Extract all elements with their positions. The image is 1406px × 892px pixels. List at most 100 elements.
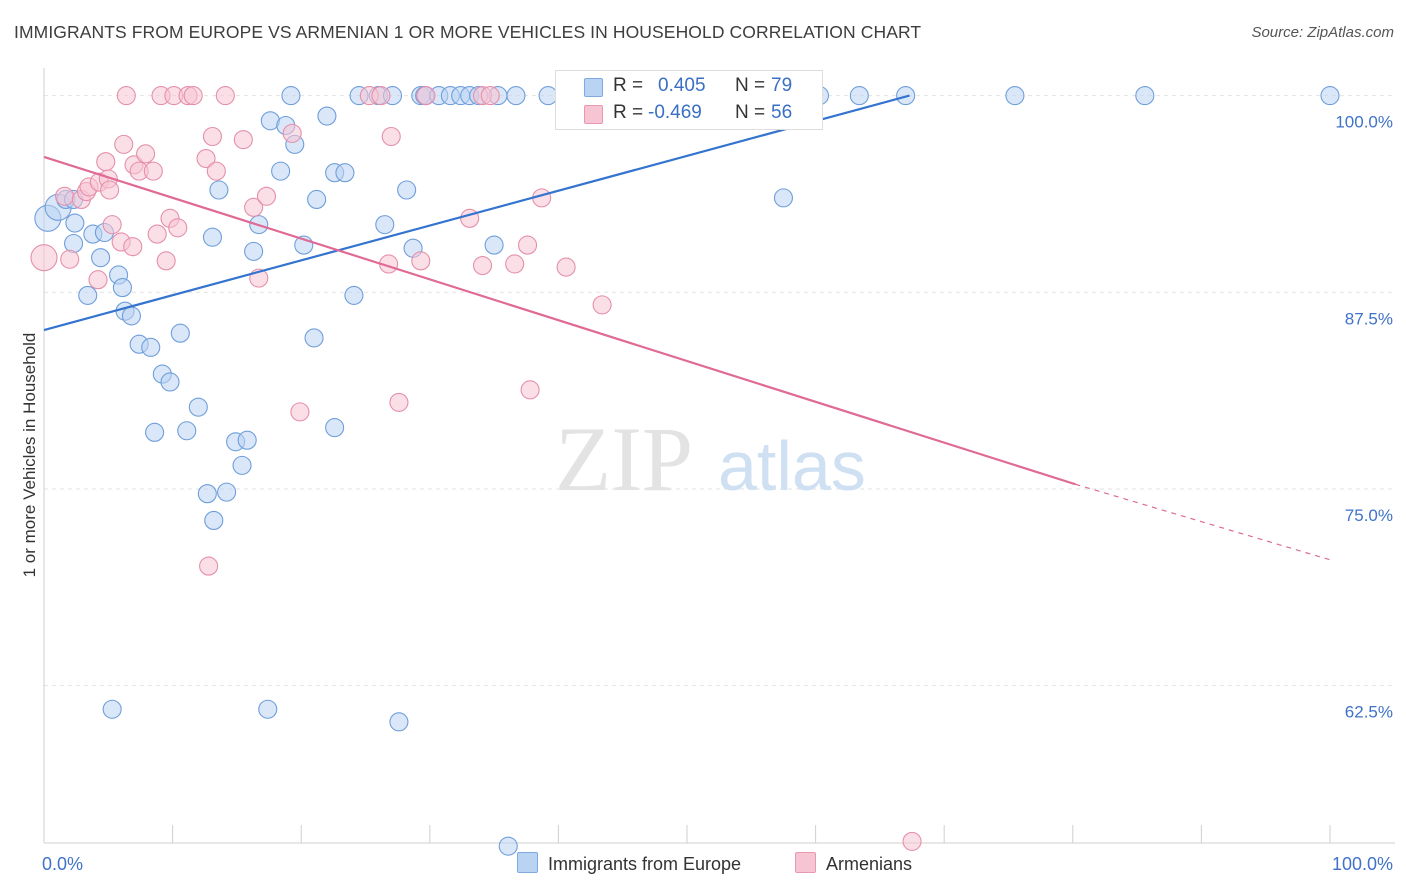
y-tick-label: 62.5%	[1345, 703, 1393, 722]
point-armenians	[196, 148, 216, 169]
point-armenians	[156, 251, 176, 271]
point-europe	[91, 248, 111, 268]
point-armenians	[389, 392, 409, 412]
point-europe	[397, 180, 417, 200]
point-armenians	[206, 161, 226, 181]
legend-item-europe[interactable]: Immigrants from Europe	[517, 852, 741, 876]
point-europe	[271, 161, 291, 181]
legend-swatch	[517, 852, 538, 873]
trend-line-armenians	[43, 155, 1076, 486]
point-europe	[160, 372, 180, 392]
point-armenians	[371, 86, 391, 106]
legend-item-armenians[interactable]: Armenians	[795, 852, 912, 876]
point-armenians	[183, 86, 203, 106]
source-label: Source: ZipAtlas.com	[1251, 24, 1394, 41]
point-europe	[121, 306, 141, 326]
point-europe	[849, 86, 869, 106]
point-armenians	[60, 249, 80, 269]
point-europe	[170, 323, 190, 343]
point-armenians	[100, 180, 120, 200]
point-europe	[112, 278, 132, 298]
point-europe	[217, 482, 237, 502]
point-armenians	[168, 218, 188, 238]
point-europe	[1135, 86, 1155, 106]
n-value: 56	[771, 102, 793, 123]
watermark-atlas: atlas	[718, 427, 866, 505]
point-armenians	[520, 380, 540, 400]
point-europe	[65, 213, 85, 233]
r-value: 0.405	[658, 75, 706, 96]
point-armenians	[556, 257, 576, 277]
r-label: R =	[613, 102, 644, 123]
tick-labels: 62.5% 75.0% 87.5% 100.0% 0.0% 100.0%	[42, 113, 1393, 874]
point-europe	[344, 285, 364, 305]
n-label: N =	[735, 75, 766, 96]
r-value: -0.469	[648, 102, 702, 123]
x-tick-label-min: 0.0%	[42, 854, 83, 874]
stats-legend: R = 0.405 N = 79 R = -0.469 N = 56	[555, 70, 823, 130]
chart-title: IMMIGRANTS FROM EUROPE VS ARMENIAN 1 OR …	[14, 22, 922, 42]
point-armenians	[233, 130, 253, 150]
gridlines	[44, 95, 1395, 687]
point-armenians	[55, 186, 75, 206]
y-tick-label: 75.0%	[1345, 506, 1393, 525]
point-armenians	[411, 251, 431, 271]
axes	[43, 68, 1395, 844]
point-europe	[1320, 86, 1340, 106]
point-europe	[237, 430, 257, 450]
point-armenians	[480, 86, 500, 106]
point-europe	[317, 106, 337, 126]
n-value: 79	[771, 75, 793, 96]
point-armenians	[290, 402, 310, 422]
y-tick-label: 87.5%	[1345, 309, 1393, 328]
point-armenians	[96, 152, 116, 172]
point-armenians	[102, 215, 122, 235]
point-armenians	[123, 237, 143, 257]
point-armenians	[505, 254, 525, 274]
watermark-zip: ZIP	[555, 408, 693, 510]
legend-label: Immigrants from Europe	[548, 854, 742, 874]
point-armenians	[244, 197, 264, 217]
point-europe	[335, 163, 355, 183]
point-europe	[188, 397, 208, 417]
point-armenians	[88, 270, 108, 290]
y-tick-label: 100.0%	[1335, 113, 1393, 132]
x-tick-label-max: 100.0%	[1332, 854, 1393, 874]
point-armenians	[381, 126, 401, 147]
point-europe	[389, 712, 409, 732]
point-europe	[197, 484, 217, 504]
point-armenians	[143, 161, 163, 181]
point-armenians	[282, 123, 302, 143]
point-europe	[281, 86, 301, 106]
point-armenians	[256, 186, 277, 206]
point-europe	[484, 235, 504, 255]
point-armenians	[517, 235, 538, 255]
point-europe	[325, 418, 345, 438]
point-europe	[232, 455, 252, 475]
point-armenians	[416, 86, 436, 106]
stats-row-armenians: R = -0.469 N = 56	[556, 101, 822, 127]
point-europe	[375, 215, 395, 235]
point-europe	[304, 328, 324, 348]
legend-swatch-europe	[584, 78, 603, 97]
point-europe	[177, 421, 197, 441]
point-armenians	[215, 86, 235, 106]
point-armenians	[592, 295, 612, 315]
point-europe	[209, 180, 229, 200]
point-armenians	[136, 144, 156, 164]
point-europe	[498, 836, 518, 856]
point-europe	[307, 189, 327, 210]
point-europe	[244, 241, 264, 261]
point-europe	[78, 285, 98, 305]
point-armenians	[472, 255, 493, 276]
stats-row-europe: R = 0.405 N = 79	[556, 74, 822, 100]
trend-lines	[43, 94, 1331, 561]
point-europe	[773, 188, 794, 208]
point-armenians	[902, 831, 922, 851]
legend-swatch	[795, 852, 816, 873]
point-armenians	[114, 134, 134, 154]
trend-line-europe	[43, 94, 910, 332]
point-europe	[64, 233, 84, 254]
watermark: ZIP atlas	[555, 408, 866, 510]
